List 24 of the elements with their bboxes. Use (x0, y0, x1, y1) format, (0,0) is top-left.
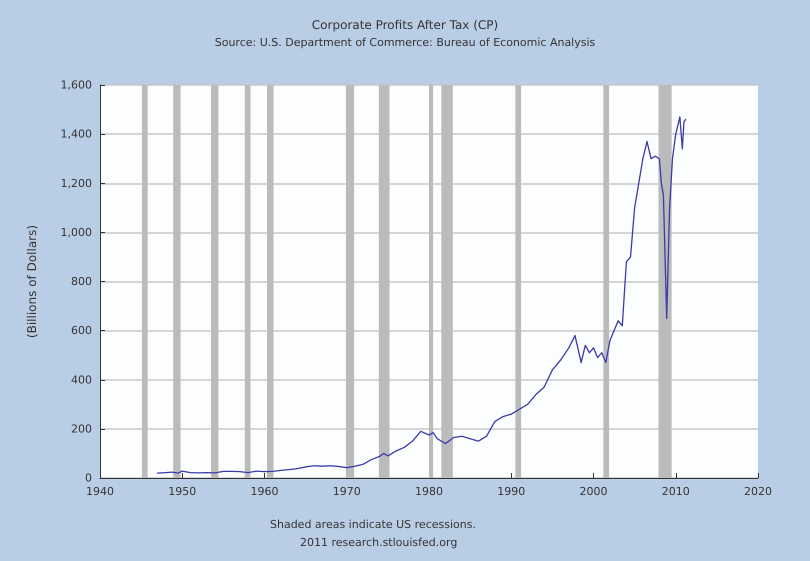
x-tick-label: 2010 (662, 485, 690, 498)
x-tick-label: 1990 (497, 485, 526, 498)
y-tick-label: 0 (85, 472, 92, 484)
x-tick-label: 1950 (168, 485, 196, 498)
y-tick-label: 1,200 (60, 176, 92, 190)
y-tick-label: 1,400 (60, 128, 92, 141)
x-tick-label: 1970 (332, 485, 361, 498)
x-tick-label: 2000 (580, 485, 608, 498)
line-series (156, 116, 686, 474)
y-tick-label: 1,000 (60, 226, 92, 239)
x-tick-label: 1960 (250, 485, 278, 498)
y-tick-label: 600 (71, 324, 92, 338)
x-tick-label: 1940 (86, 485, 114, 498)
y-tick-label: 1,600 (60, 78, 92, 92)
chart-title: Corporate Profits After Tax (CP) (312, 18, 498, 32)
y-tick-label: 200 (71, 422, 92, 436)
text: 2011 research.stlouisfed.org (300, 536, 458, 549)
y-tick-label: 400 (71, 373, 92, 386)
x-tick-label: 1980 (415, 485, 443, 498)
chart-subtitle: Source: U.S. Department of Commerce: Bureau of Economic Analysis (214, 36, 596, 49)
y-axis-title: (Billions of Dollars) (25, 224, 39, 338)
y-tick-label: 800 (71, 275, 92, 288)
x-tick-label: 2020 (744, 485, 772, 498)
text: Shaded areas indicate US recessions. (270, 518, 476, 531)
